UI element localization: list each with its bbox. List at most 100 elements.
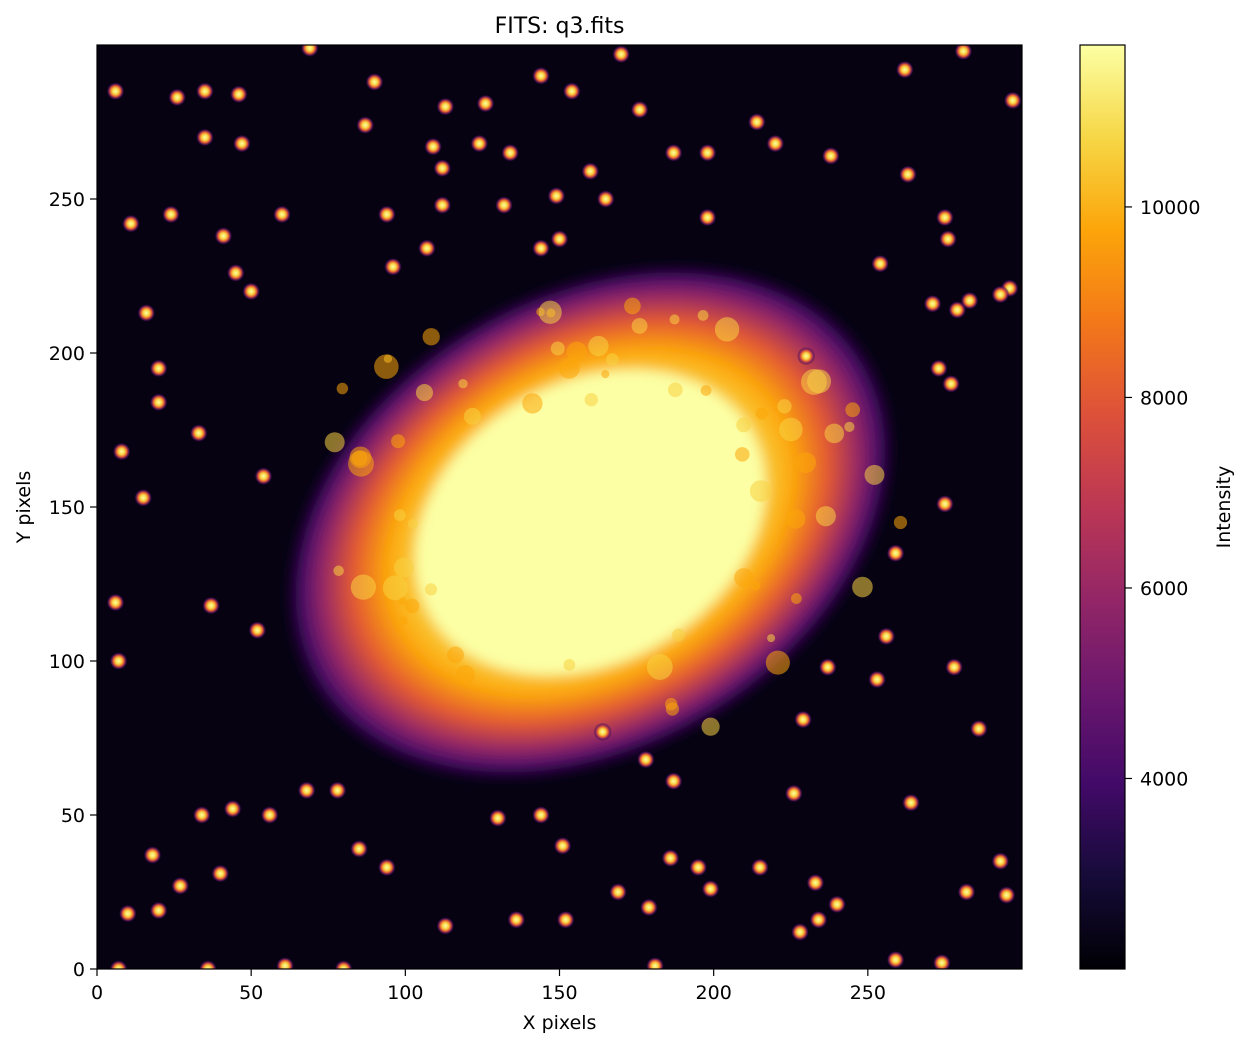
point-source	[276, 956, 295, 969]
point-source	[957, 883, 976, 901]
nebula-filament	[672, 628, 685, 642]
point-source	[942, 374, 961, 393]
point-source	[532, 66, 550, 85]
nebula-filament	[785, 509, 806, 529]
point-source	[495, 196, 513, 215]
point-source	[553, 836, 572, 855]
point-source	[809, 910, 828, 929]
point-source	[828, 895, 846, 914]
point-source	[1003, 91, 1022, 110]
point-source	[766, 134, 785, 153]
point-source	[636, 750, 655, 769]
point-source	[664, 772, 683, 791]
nebula-filament	[382, 575, 408, 601]
point-source	[242, 282, 261, 301]
point-source	[871, 254, 890, 273]
point-source	[273, 205, 291, 224]
nebula-filament	[584, 393, 598, 407]
point-source	[698, 208, 717, 227]
point-source	[149, 393, 168, 412]
point-source	[377, 205, 396, 224]
nebula-filament	[601, 370, 610, 379]
nebula-filament	[563, 658, 576, 671]
nebula-body	[281, 260, 900, 785]
point-source	[195, 128, 214, 147]
point-source	[501, 143, 520, 162]
nebula-filament	[458, 378, 468, 389]
point-source	[886, 950, 905, 969]
point-source	[377, 858, 396, 877]
point-source	[960, 291, 979, 310]
nebula-filament	[522, 393, 543, 414]
point-source	[818, 658, 837, 677]
nebula-filament	[455, 665, 475, 685]
nebula-filament	[734, 447, 750, 462]
point-source	[664, 143, 683, 162]
point-source	[134, 488, 153, 507]
point-source	[433, 159, 452, 178]
point-source	[806, 873, 825, 892]
point-source	[300, 45, 319, 58]
point-source	[334, 960, 353, 969]
nebula-filament	[801, 369, 827, 395]
nebula-filament	[777, 399, 792, 414]
nebula-filament	[407, 518, 418, 529]
nebula-filament	[779, 417, 803, 442]
y-tick-label: 50	[61, 805, 85, 827]
point-source	[476, 94, 495, 113]
point-source	[948, 300, 967, 319]
point-source	[593, 722, 612, 741]
y-tick-label: 200	[49, 343, 85, 365]
nebula-filament	[422, 328, 440, 346]
point-source	[356, 116, 375, 135]
x-tick-label: 100	[387, 982, 423, 1004]
nebula-filament	[667, 382, 683, 398]
nebula-filament	[701, 717, 720, 736]
point-source	[794, 710, 813, 729]
nebula-filament	[398, 616, 408, 626]
point-source	[248, 621, 267, 640]
chart-title: FITS: q3.fits	[495, 14, 625, 39]
point-source	[211, 864, 230, 883]
nebula-emission	[281, 260, 908, 785]
point-source	[232, 134, 251, 153]
point-source	[223, 799, 242, 818]
nebula-filament	[588, 335, 609, 357]
x-tick-label: 150	[541, 982, 577, 1004]
nebula-filament	[550, 341, 565, 356]
x-tick-label: 50	[239, 982, 263, 1004]
nebula-filament	[646, 654, 673, 680]
point-source	[945, 658, 964, 677]
image-plot-area	[97, 45, 1022, 969]
nebula-filament	[749, 480, 772, 502]
nebula-filament	[815, 506, 836, 527]
point-source	[630, 100, 649, 119]
nebula-filament	[795, 452, 817, 474]
nebula-filament	[852, 576, 873, 598]
nebula-filament	[844, 421, 855, 432]
point-source	[698, 143, 717, 162]
nebula-filament	[348, 450, 374, 477]
colorbar-tick-label: 6000	[1140, 578, 1188, 600]
point-source	[143, 846, 162, 865]
nebula-filament	[697, 310, 709, 321]
point-source	[436, 916, 455, 935]
point-source	[532, 806, 550, 824]
point-source	[118, 904, 137, 923]
point-source	[639, 898, 658, 917]
point-source	[350, 839, 369, 858]
nebula-filament	[664, 697, 678, 711]
point-source	[162, 205, 180, 224]
point-source	[507, 910, 526, 929]
nebula-filament	[558, 357, 580, 379]
point-source	[168, 88, 187, 107]
point-source	[384, 257, 402, 276]
nebula-core	[415, 369, 766, 675]
point-source	[189, 424, 208, 443]
point-source	[202, 596, 221, 615]
point-source	[149, 901, 168, 920]
point-source	[821, 146, 840, 165]
nebula-filament	[398, 597, 407, 606]
point-source	[991, 285, 1010, 304]
